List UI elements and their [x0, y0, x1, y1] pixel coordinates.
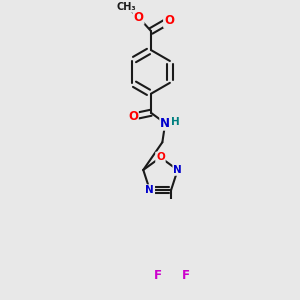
- Text: F: F: [182, 269, 190, 282]
- Text: N: N: [173, 165, 182, 175]
- Text: CH₃: CH₃: [116, 2, 136, 12]
- Text: O: O: [156, 152, 165, 163]
- Text: O: O: [164, 14, 174, 27]
- Text: O: O: [134, 11, 144, 24]
- Text: F: F: [154, 269, 162, 282]
- Text: H: H: [171, 117, 180, 127]
- Text: O: O: [128, 110, 138, 123]
- Text: N: N: [160, 117, 170, 130]
- Text: N: N: [146, 185, 154, 195]
